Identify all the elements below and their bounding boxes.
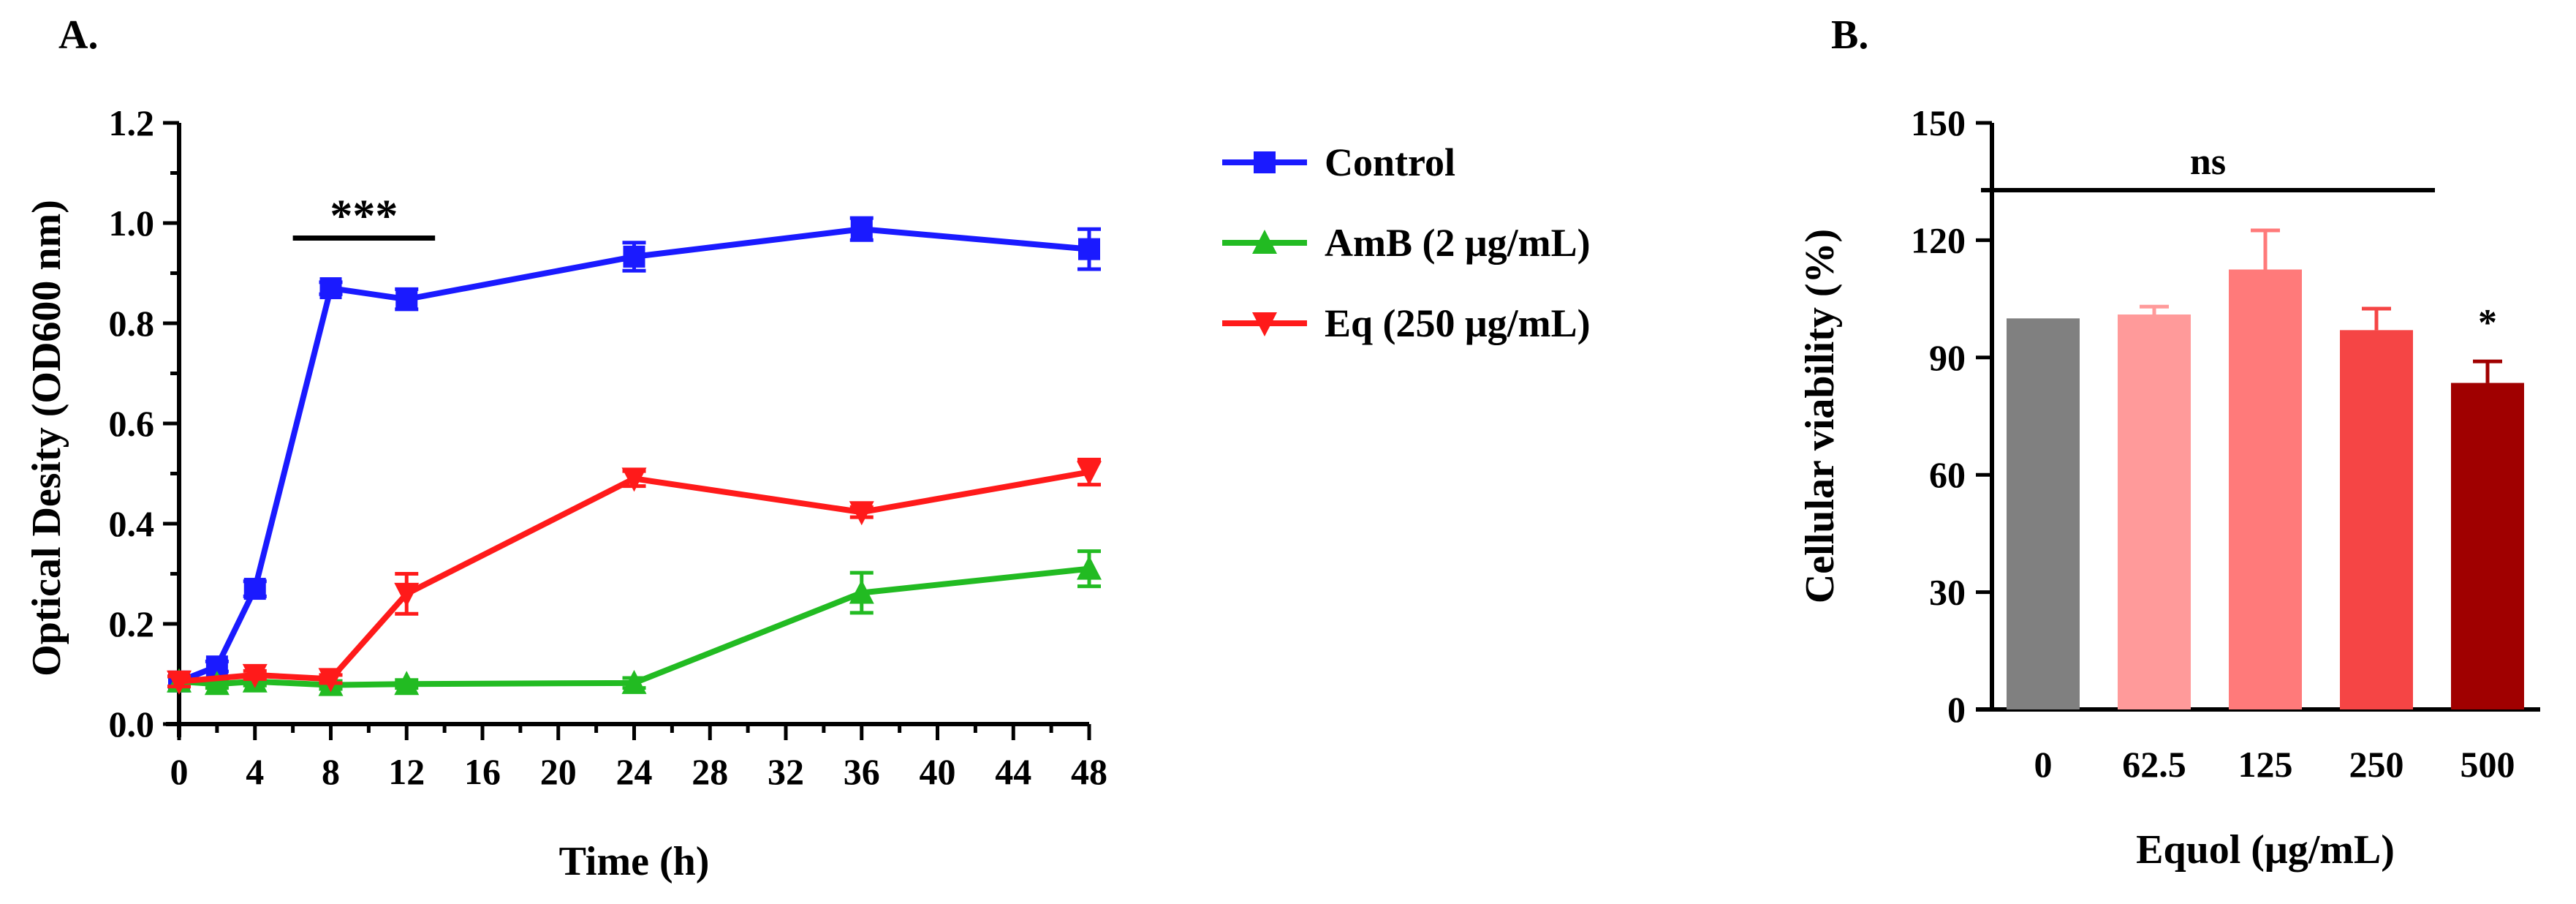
chart-a-y-axis-label: Optical Desity (OD600 nm) [24,200,69,677]
panel-b-label: B. [1831,12,1868,58]
data-point [621,669,647,694]
bar [2229,269,2302,709]
data-point [1078,238,1100,260]
legend-marker [1252,312,1277,336]
chart-a-axes [166,123,1089,737]
data-point [167,670,192,695]
data-point [242,663,268,688]
data-point [849,501,874,526]
chart-a-x-tick-label: 32 [768,751,804,792]
series-eq [167,457,1102,695]
chart-b-y-tick-label: 60 [1929,454,1966,495]
bar [2118,314,2191,709]
chart-b-x-tick-label: 250 [2349,744,2404,785]
data-point [621,467,647,492]
bar [2340,330,2413,710]
data-point [1077,555,1102,580]
data-point [623,245,645,268]
chart-b-x-tick-label: 0 [2034,744,2053,785]
chart-a-legend: Control AmB (2 μg/mL) Eq (250 μg/mL) [1222,140,1591,345]
chart-a-x-tick-label: 40 [920,751,956,792]
bar-group: 500 * [2451,302,2524,785]
significance-label: *** [330,192,398,241]
bar-group: 62.5 [2118,304,2191,785]
chart-b-x-axis-label: Equol (μg/mL) [2136,827,2395,873]
data-point [243,578,266,600]
legend-item: Eq (250 μg/mL) [1222,301,1591,345]
chart-a-y-tick-label: 0.6 [109,403,155,444]
bar-group: 250 [2340,306,2413,785]
chart-a-x-tick-label: 24 [616,751,653,792]
chart-a-y-tick-label: 0.2 [109,603,155,644]
series-amb [167,549,1102,696]
chart-a-x-tick-label: 4 [246,751,264,792]
chart-b-bars: 0 62.5 125 250 500 * [2007,228,2524,785]
chart-b-y-tick-label: 90 [1929,337,1966,378]
chart-a-significance: *** [292,192,436,241]
series-line [178,226,1090,685]
panel-a-label: A. [58,12,98,58]
chart-a-y-tick-label: 1.2 [109,102,155,143]
chart-b-y-tick-label: 30 [1929,572,1966,613]
data-point [394,671,420,696]
chart-a-y-tick-label: 0.8 [109,303,155,344]
bar [2007,318,2080,709]
legend-marker [1254,151,1276,173]
legend-label: Eq (250 μg/mL) [1325,301,1591,345]
chart-b-x-tick-label: 500 [2461,744,2515,785]
data-point [394,582,420,607]
bar-group: 0 [2007,318,2080,785]
data-point [849,579,874,604]
data-point [204,671,230,696]
bar-group: 125 [2229,228,2302,785]
data-point [395,288,418,311]
chart-b-y-tick-label: 150 [1911,102,1966,143]
data-point [1077,461,1102,486]
legend-label: AmB (2 μg/mL) [1325,221,1591,265]
chart-a-x-tick-label: 36 [844,751,880,792]
chart-b-annotations: ns [1981,141,2435,192]
series-line [178,469,1090,685]
data-point [318,668,344,693]
series-line [178,565,1090,688]
chart-a-x-tick-label: 44 [995,751,1031,792]
chart-a-y-tick-label: 0.0 [109,704,155,745]
bar-significance-label: * [2478,302,2497,344]
chart-a-x-tick-label: 0 [170,751,189,792]
legend-item: Control [1222,140,1455,184]
bar [2451,383,2524,709]
chart-b-y-tick-label: 0 [1947,689,1966,730]
data-point [850,218,873,241]
data-point [319,277,342,300]
chart-a-x-tick-label: 28 [692,751,728,792]
chart-a-x-tick-label: 48 [1071,751,1107,792]
chart-a-x-axis-label: Time (h) [559,839,710,884]
chart-a-x-tick-label: 12 [388,751,425,792]
chart-a-series [167,216,1102,696]
legend-marker [1252,230,1277,254]
growth-line-chart: 0 4 8 12 16 20 24 28 32 36 40 44 480.00.20.40.60.81.… [24,102,1591,884]
chart-a-x-tick-label: 8 [322,751,340,792]
chart-b-y-axis-label: Cellular viability (%) [1797,229,1843,603]
chart-a-y-tick-label: 1.0 [109,203,155,244]
legend-item: AmB (2 μg/mL) [1222,221,1591,265]
chart-b-x-tick-label: 125 [2238,744,2293,785]
series-control [167,216,1101,693]
chart-b-x-tick-label: 62.5 [2122,744,2186,785]
chart-b-ticks: 0 30 60 90 120 150 [1911,102,1992,730]
chart-a-x-tick-label: 16 [464,751,501,792]
chart-a-y-tick-label: 0.4 [109,503,155,544]
ns-label: ns [2190,141,2226,183]
legend-label: Control [1325,140,1455,184]
chart-b-y-tick-label: 120 [1911,219,1966,260]
chart-a-ticks: 0 4 8 12 16 20 24 28 32 36 40 44 480.00.20.40.60.81.… [109,102,1108,792]
chart-a-x-tick-label: 20 [540,751,577,792]
viability-bar-chart: 0 30 60 90 120 150 0 62.5 125 250 500 * Equol (μg/… [1797,102,2540,873]
